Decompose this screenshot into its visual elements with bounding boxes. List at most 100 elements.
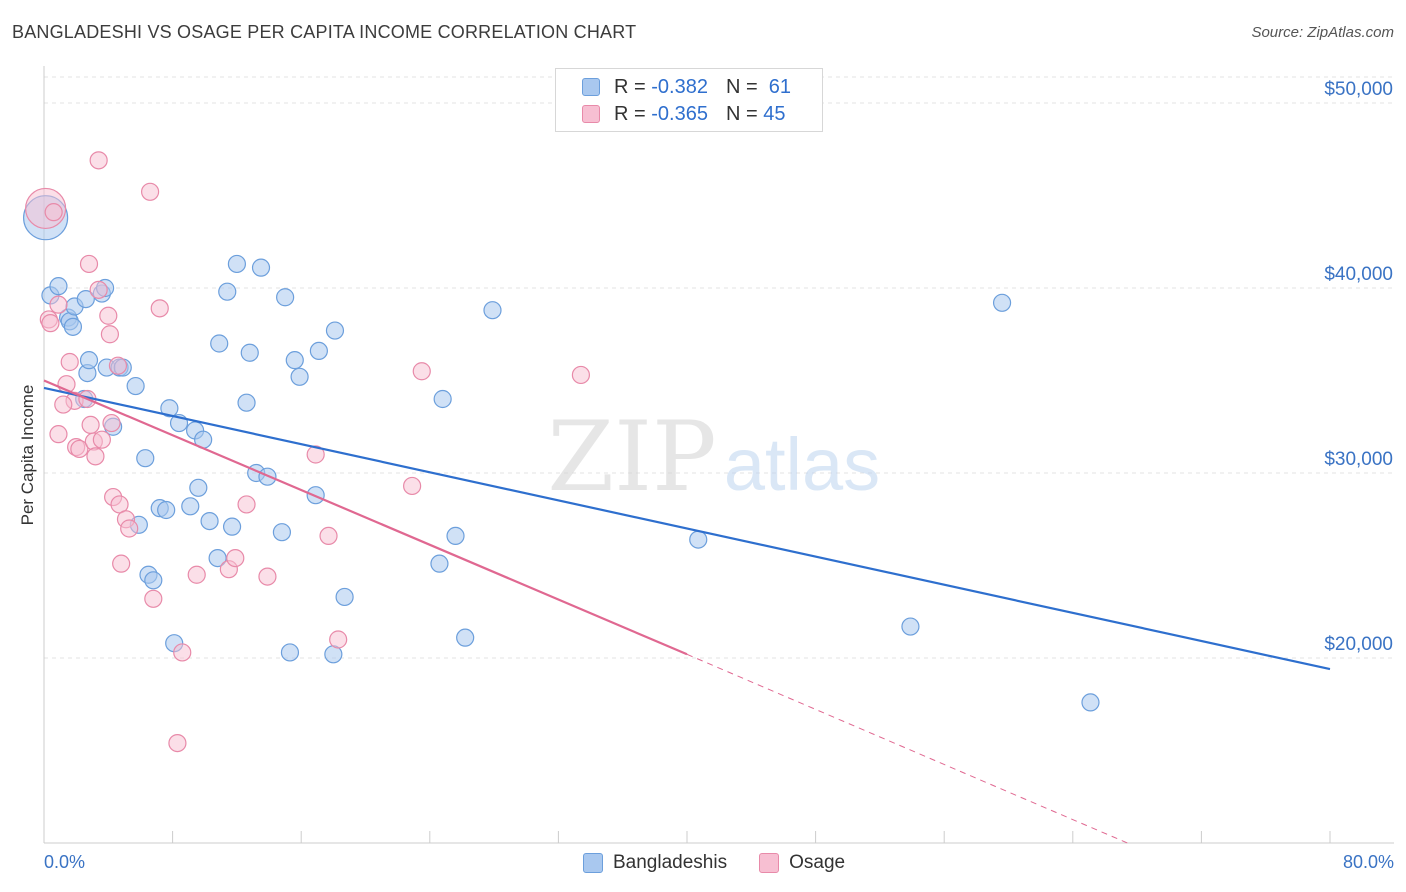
bangladeshis-point bbox=[136, 449, 155, 468]
bangladeshis-point bbox=[49, 277, 68, 296]
bangladeshis-point bbox=[309, 341, 328, 360]
osage-point bbox=[226, 548, 245, 568]
osage-point bbox=[86, 447, 105, 466]
watermark-atlas: atlas bbox=[724, 423, 880, 506]
osage-point bbox=[112, 554, 131, 573]
bangladeshis-point bbox=[63, 317, 83, 336]
osage-point bbox=[108, 356, 128, 375]
osage-point bbox=[89, 280, 108, 299]
bangladeshis-point bbox=[901, 617, 920, 636]
osage-point bbox=[144, 589, 163, 608]
y-tick-label: $40,000 bbox=[1324, 264, 1393, 285]
bangladeshis-point bbox=[285, 351, 304, 370]
osage-point bbox=[49, 295, 68, 314]
osage-point bbox=[168, 733, 187, 753]
bangladeshis-point bbox=[483, 301, 502, 320]
osage-point bbox=[120, 519, 139, 538]
n-value: 61 bbox=[768, 75, 792, 98]
bangladeshis-point bbox=[446, 526, 465, 546]
osage-point bbox=[187, 565, 206, 584]
osage-trend-extension bbox=[686, 653, 1128, 844]
osage-point bbox=[150, 299, 169, 318]
r-label: R = bbox=[614, 102, 646, 125]
bangladeshis-point bbox=[290, 367, 309, 386]
correlation-legend: R = -0.382 N = 61 R = -0.365 N = 45 bbox=[555, 68, 823, 132]
axes bbox=[43, 66, 1394, 844]
r-value: -0.365 bbox=[651, 102, 708, 125]
bangladeshis-point bbox=[430, 554, 449, 573]
bangladeshis-point bbox=[325, 321, 345, 340]
bangladeshis-point bbox=[272, 523, 292, 542]
watermark-zip: ZIP bbox=[547, 401, 716, 513]
osage-point bbox=[99, 306, 118, 325]
bangladeshis-point bbox=[144, 571, 163, 590]
bangladeshis-swatch bbox=[582, 78, 600, 96]
bangladeshis-point bbox=[79, 351, 99, 370]
bangladeshis-point bbox=[210, 334, 229, 353]
legend-row-osage: R = -0.365 N = 45 bbox=[582, 102, 785, 126]
bangladeshis-point bbox=[992, 293, 1012, 312]
bangladeshis-points bbox=[23, 195, 1100, 712]
osage-point bbox=[54, 395, 73, 414]
legend-row-bangladeshis: R = -0.382 N = 61 bbox=[582, 75, 791, 99]
n-label: N = bbox=[725, 75, 758, 98]
legend-item-bangladeshis[interactable]: Bangladeshis bbox=[583, 852, 727, 874]
osage-point bbox=[173, 643, 192, 662]
bangladeshis-point bbox=[189, 478, 208, 497]
bangladeshis-point bbox=[433, 389, 452, 409]
osage-swatch bbox=[582, 105, 600, 123]
osage-point bbox=[412, 362, 431, 381]
osage-point bbox=[403, 476, 422, 496]
bangladeshis-point bbox=[240, 343, 259, 362]
bangladeshis-point bbox=[208, 548, 227, 568]
osage-swatch bbox=[759, 853, 780, 873]
bangladeshis-point bbox=[218, 282, 237, 301]
bangladeshis-point bbox=[200, 511, 219, 531]
osage-trend-line bbox=[43, 379, 688, 656]
chart-title: BANGLADESHI VS OSAGE PER CAPITA INCOME C… bbox=[12, 22, 637, 42]
n-label: N = bbox=[725, 102, 758, 125]
osage-point bbox=[92, 430, 111, 449]
legend-item-osage[interactable]: Osage bbox=[759, 852, 845, 874]
bangladeshis-point bbox=[126, 376, 145, 396]
osage-point bbox=[237, 495, 256, 514]
bangladeshis-point bbox=[1081, 693, 1100, 712]
osage-points bbox=[25, 151, 591, 753]
series-legend: Bangladeshis Osage bbox=[583, 852, 877, 874]
x-tick-label-max: 80.0% bbox=[1342, 852, 1394, 872]
osage-point bbox=[44, 203, 63, 222]
osage-point bbox=[319, 526, 338, 546]
bangladeshis-point bbox=[160, 399, 179, 418]
osage-point bbox=[70, 439, 89, 459]
osage-point bbox=[41, 314, 60, 333]
bangladeshis-point bbox=[181, 497, 200, 516]
osage-point bbox=[60, 352, 79, 372]
bangladeshis-point bbox=[280, 643, 300, 662]
bangladeshis-point bbox=[222, 517, 242, 536]
bangladeshis-point bbox=[157, 500, 176, 520]
osage-point bbox=[79, 254, 99, 274]
legend-label-bangladeshis: Bangladeshis bbox=[613, 852, 728, 873]
bangladeshis-point bbox=[456, 628, 475, 647]
bangladeshis-point bbox=[276, 288, 295, 307]
source-label: Source: ZipAtlas.com bbox=[1251, 24, 1394, 41]
osage-point bbox=[81, 415, 100, 434]
osage-point bbox=[49, 425, 68, 444]
y-tick-label: $50,000 bbox=[1324, 79, 1393, 100]
grid-lines bbox=[44, 76, 1394, 659]
bangladeshis-point bbox=[335, 587, 354, 607]
legend-label-osage: Osage bbox=[789, 852, 846, 873]
y-tick-label: $20,000 bbox=[1324, 634, 1393, 655]
osage-point bbox=[258, 567, 277, 586]
y-tick-label: $30,000 bbox=[1324, 449, 1393, 470]
r-label: R = bbox=[614, 75, 646, 98]
osage-point bbox=[100, 325, 120, 344]
bangladeshis-swatch bbox=[583, 853, 603, 873]
n-value: 45 bbox=[763, 102, 786, 125]
y-axis-label: Per Capita Income bbox=[18, 384, 37, 526]
osage-point bbox=[140, 182, 160, 201]
bangladeshis-point bbox=[227, 254, 246, 274]
x-tick-label-min: 0.0% bbox=[44, 852, 86, 872]
bangladeshis-point bbox=[251, 258, 271, 277]
